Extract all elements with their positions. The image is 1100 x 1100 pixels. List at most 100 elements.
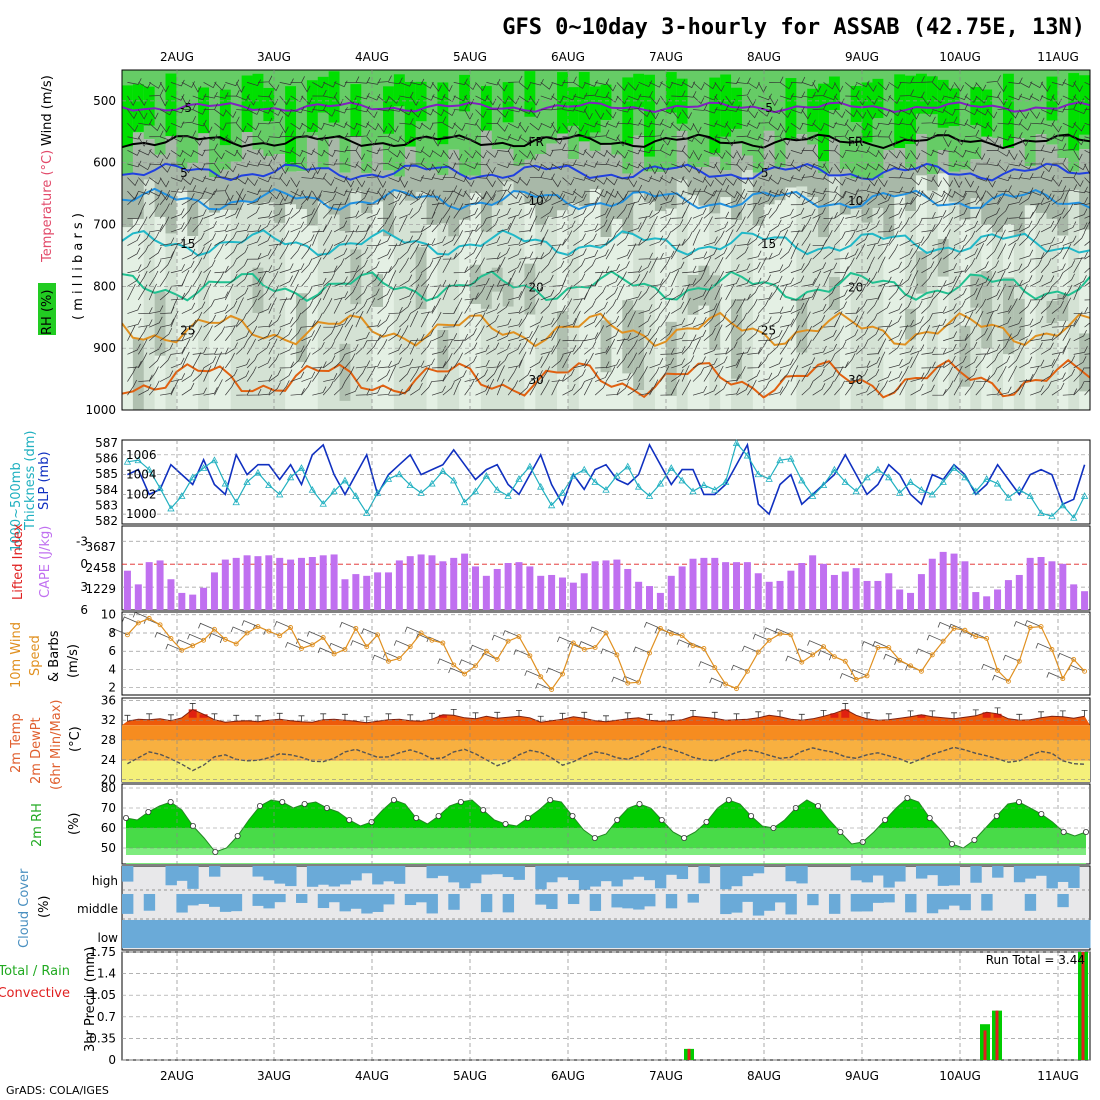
temp-errorbar — [515, 709, 522, 717]
rh-ylabel1: 2m RH — [30, 803, 45, 847]
cape-bar — [167, 579, 175, 610]
thickness-marker — [330, 487, 338, 495]
wind-speed-marker — [581, 646, 587, 652]
rh-marker — [279, 799, 286, 806]
wind-speed-marker — [244, 630, 250, 636]
cape-bar — [950, 553, 958, 610]
isotherm-label: 30 — [529, 373, 544, 387]
wind-speed-marker — [549, 687, 555, 692]
thickness-marker — [841, 478, 849, 485]
wind-speed-marker — [875, 645, 881, 651]
cape-bar — [341, 579, 349, 610]
precip-tick: 0.7 — [97, 1010, 116, 1024]
thickness-marker — [983, 475, 991, 482]
rh-ylabel2: (%) — [67, 813, 82, 836]
thickness-marker — [602, 485, 610, 493]
temp-max-patch — [917, 714, 926, 718]
temp-errorbar — [929, 710, 936, 717]
temp-panel: 36 32 28 24 20 2m Temp 2m DewPt (6hr Min/Max… — [9, 693, 1091, 790]
thickness-marker — [167, 504, 175, 512]
precip-ylabel-total: Total / Rain — [0, 964, 70, 979]
wind-tick: 2 — [108, 681, 116, 695]
wind-speed-marker — [1049, 646, 1055, 652]
wind-tick: 8 — [108, 626, 116, 640]
cape-bar — [841, 571, 849, 610]
temp-errorbar — [690, 709, 697, 717]
temp-errorbar — [276, 712, 283, 720]
temp-bands — [122, 709, 1090, 782]
wind-speed-marker — [277, 633, 283, 639]
temp-errorbar — [885, 713, 892, 720]
bottom-date-label: 6AUG — [551, 1069, 585, 1083]
thickness-marker — [189, 473, 197, 481]
temp-errorbar — [777, 710, 784, 717]
cape-bar — [537, 575, 545, 610]
temp-max-patch — [438, 714, 447, 718]
wind-speed-marker — [657, 625, 663, 631]
thickness-marker — [439, 467, 447, 475]
thickness-marker — [308, 485, 317, 493]
slp-thickness-lines — [123, 439, 1089, 521]
cape-bar — [917, 574, 925, 610]
wind-ylabel2: Speed — [28, 635, 43, 676]
thickness-marker — [265, 481, 273, 489]
precip-tick: 1.4 — [97, 967, 116, 981]
wind-speed-marker — [168, 636, 174, 641]
wind-speed-marker — [309, 642, 315, 648]
rh-marker — [1083, 829, 1090, 836]
thickness-marker — [939, 478, 947, 485]
wind-speed-marker — [146, 615, 152, 621]
temp-errorbar — [146, 713, 153, 720]
isotherm-label: 10 — [848, 194, 863, 208]
slp-ylabel-slp: SLP (mb) — [37, 451, 52, 510]
rh-tick: 50 — [101, 841, 116, 855]
temp-max-patch — [982, 712, 991, 718]
cape-bar — [711, 557, 719, 610]
bottom-date-label: 3AUG — [257, 1069, 291, 1083]
thickness-marker — [515, 475, 523, 482]
thickness-marker — [297, 464, 306, 471]
cape-bar — [319, 555, 327, 610]
temp-errorbar — [711, 711, 718, 719]
thickness-marker — [743, 451, 752, 459]
thickness-marker — [798, 476, 806, 484]
thickness-marker — [373, 489, 382, 496]
cloud-level-label: middle — [77, 902, 118, 916]
rh-marker — [815, 803, 822, 810]
top-date-label: 10AUG — [939, 50, 981, 64]
isotherm-label: 25 — [761, 324, 776, 338]
bottom-date-label: 5AUG — [453, 1069, 487, 1083]
wind-speed-marker — [951, 625, 957, 631]
temp-errorbar — [167, 714, 174, 721]
thickness-marker — [156, 484, 164, 492]
wind-speed-marker — [864, 673, 870, 679]
cape-bar — [798, 563, 806, 610]
rh-marker — [390, 797, 397, 804]
precip-ylabel-conv: Convective — [0, 986, 70, 1001]
wind-speed-marker — [299, 646, 304, 651]
isotherm-line — [122, 162, 1090, 182]
temp-max-patch — [841, 709, 850, 718]
top-date-label: 4AUG — [355, 50, 389, 64]
temp-errorbar — [450, 708, 457, 716]
cape-bar — [254, 556, 262, 610]
pressure-tick: 500 — [93, 94, 116, 108]
wind-speed-marker — [701, 646, 707, 651]
isotherm-line — [122, 133, 1090, 150]
li-tick: 6 — [80, 603, 88, 617]
thickness-marker — [428, 479, 436, 487]
cloud-ylabel1: Cloud Cover — [17, 868, 32, 948]
cape-bar — [156, 560, 164, 610]
thickness-marker — [917, 485, 926, 493]
temp-max-patch — [199, 714, 208, 718]
rh-marker — [524, 815, 531, 822]
rh-marker — [681, 835, 688, 842]
wind-speed-marker — [396, 656, 402, 661]
thickness-marker — [547, 501, 556, 509]
bottom-date-label: 4AUG — [355, 1069, 389, 1083]
cape-bar — [667, 575, 675, 610]
wind-speed-marker — [516, 634, 522, 640]
thickness-marker — [1080, 492, 1089, 499]
thickness-marker — [830, 465, 839, 473]
cape-bar — [874, 580, 882, 610]
